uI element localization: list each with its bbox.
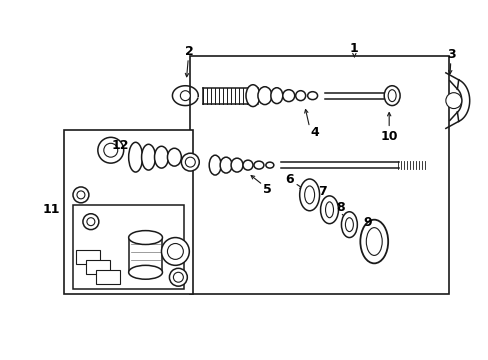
Ellipse shape: [345, 218, 353, 231]
Text: 6: 6: [285, 172, 293, 185]
Ellipse shape: [103, 143, 118, 157]
Text: 9: 9: [362, 216, 371, 229]
Bar: [190, 56, 448, 294]
Bar: [86, 260, 109, 274]
Ellipse shape: [98, 137, 123, 163]
Ellipse shape: [181, 153, 199, 171]
Text: 1: 1: [349, 41, 358, 54]
Ellipse shape: [185, 157, 195, 167]
Ellipse shape: [445, 93, 461, 109]
Ellipse shape: [154, 146, 168, 168]
Ellipse shape: [360, 220, 387, 264]
Text: 3: 3: [447, 49, 455, 62]
Ellipse shape: [180, 91, 190, 100]
Ellipse shape: [304, 186, 314, 204]
Ellipse shape: [128, 142, 142, 172]
Ellipse shape: [231, 158, 243, 172]
Text: 7: 7: [318, 185, 326, 198]
Text: 11: 11: [42, 203, 60, 216]
Text: 4: 4: [309, 126, 318, 139]
Ellipse shape: [270, 88, 282, 104]
Ellipse shape: [83, 214, 99, 230]
Ellipse shape: [167, 148, 181, 166]
Ellipse shape: [299, 179, 319, 211]
Ellipse shape: [265, 162, 273, 168]
Ellipse shape: [257, 87, 271, 105]
Ellipse shape: [209, 155, 221, 175]
Bar: [73, 205, 184, 289]
Ellipse shape: [320, 196, 338, 224]
Ellipse shape: [325, 202, 333, 218]
Ellipse shape: [295, 91, 305, 100]
Ellipse shape: [128, 265, 162, 279]
Ellipse shape: [128, 231, 162, 244]
Bar: [76, 251, 100, 264]
Ellipse shape: [173, 272, 183, 282]
Ellipse shape: [161, 238, 189, 265]
Text: 2: 2: [184, 45, 193, 58]
Ellipse shape: [366, 228, 382, 255]
Ellipse shape: [253, 161, 264, 169]
Ellipse shape: [167, 243, 183, 260]
Bar: [64, 130, 193, 294]
Text: 8: 8: [335, 201, 344, 214]
Bar: [96, 270, 120, 284]
Ellipse shape: [77, 191, 85, 199]
Ellipse shape: [87, 218, 95, 226]
Text: 5: 5: [263, 184, 272, 197]
Ellipse shape: [243, 160, 252, 170]
Ellipse shape: [73, 187, 89, 203]
Text: 10: 10: [380, 130, 397, 143]
Ellipse shape: [341, 212, 357, 238]
Ellipse shape: [307, 92, 317, 100]
Bar: [128, 238, 162, 272]
Text: 12: 12: [112, 139, 129, 152]
Ellipse shape: [142, 144, 155, 170]
Ellipse shape: [220, 157, 232, 173]
Ellipse shape: [384, 86, 399, 105]
Ellipse shape: [387, 90, 395, 102]
Ellipse shape: [282, 90, 294, 102]
Ellipse shape: [245, 85, 260, 107]
Ellipse shape: [169, 268, 187, 286]
